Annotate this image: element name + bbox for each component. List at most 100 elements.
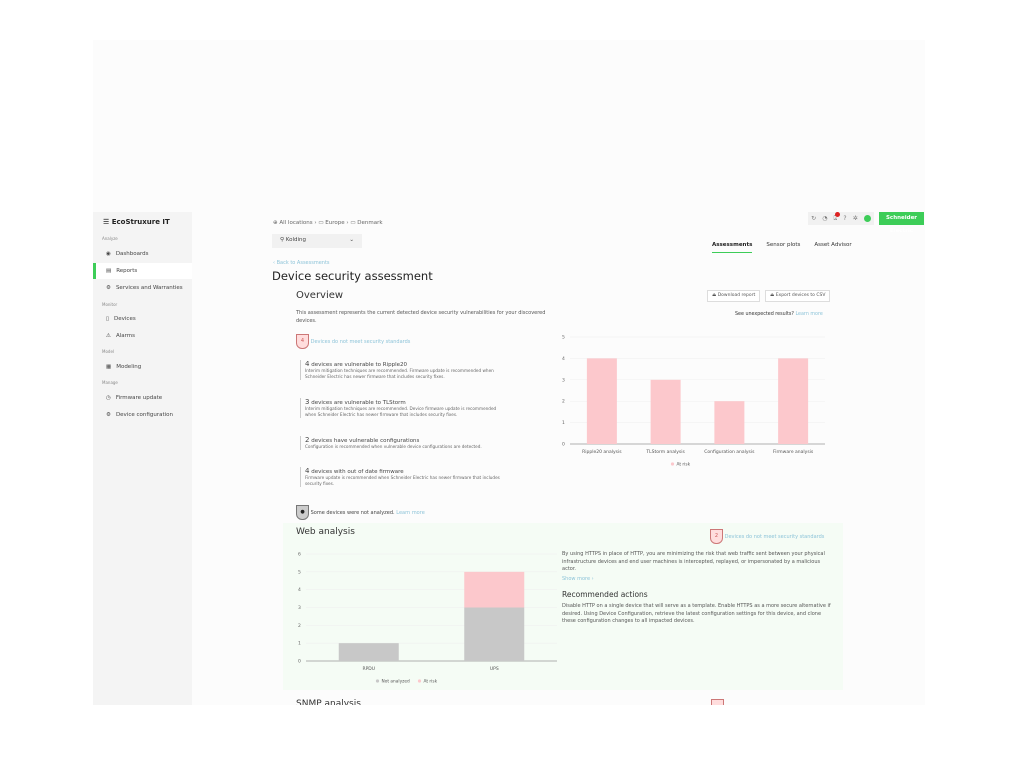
sidebar: ☰ EcoStruxure IT Analyze ◉ Dashboards ▤ Re…	[93, 212, 192, 705]
recommended-actions-title: Recommended actions	[562, 590, 648, 599]
shield-icon: 4	[296, 334, 309, 349]
x-tick-label: UPS	[490, 666, 499, 672]
section-label: Model	[102, 349, 115, 354]
refresh-icon[interactable]: ↻	[811, 215, 817, 222]
show-more-link[interactable]: Show more ›	[562, 576, 594, 582]
pin-icon: ⚲	[280, 237, 286, 243]
breadcrumb: ⊕ All locations › ▭ Europe › ▭ Denmark	[273, 220, 383, 226]
status-dot	[863, 215, 871, 222]
alarm-icon: ⚠	[106, 333, 111, 339]
y-tick-label: 1	[562, 420, 565, 426]
sidebar-item-devices[interactable]: ▯ Devices	[106, 316, 136, 322]
web-analysis-chart: 0 1 2 3 4 5 6 RPDU UPS Not analyzed At risk	[298, 552, 557, 685]
learn-more-link[interactable]: Learn more	[795, 312, 823, 317]
services-icon: ⚙	[106, 285, 111, 291]
y-tick-label: 5	[562, 335, 565, 341]
brand-logo: Schneider Electric	[879, 212, 924, 234]
modeling-icon: ▦	[106, 364, 112, 370]
y-tick-label: 3	[562, 377, 565, 383]
vulnerability-item: 4 devices with out of date firmware Firmw…	[300, 467, 500, 487]
sidebar-item-dashboards[interactable]: ◉ Dashboards	[106, 251, 149, 257]
download-report-button[interactable]: ⏏ Download report	[707, 290, 761, 302]
download-icon: ⏏	[770, 293, 776, 298]
sidebar-item-config[interactable]: ⚙ Device configuration	[106, 412, 173, 418]
folder-icon: ▭	[350, 220, 358, 226]
chevron-down-icon: ⌄	[349, 237, 354, 243]
shield-icon: 2	[710, 529, 723, 544]
menu-icon[interactable]: ☰	[103, 218, 112, 226]
export-csv-button[interactable]: ⏏ Export devices to CSV	[765, 290, 831, 302]
bar-at-risk	[586, 358, 617, 444]
legend-label: Not analyzed	[382, 679, 411, 685]
section-label: Analyze	[102, 236, 118, 241]
help-icon[interactable]: ?	[843, 215, 847, 222]
bar-not-analyzed	[338, 643, 399, 661]
legend-label: At risk	[424, 679, 438, 685]
x-tick-label: RPDU	[362, 666, 375, 672]
vulnerability-item: 3 devices are vulnerable to TLStorm Inter…	[300, 398, 500, 418]
page-bottom	[0, 705, 1024, 768]
bar-at-risk	[650, 379, 681, 444]
legend-label: At risk	[677, 462, 691, 468]
sidebar-item-modeling[interactable]: ▦ Modeling	[106, 364, 142, 370]
device-icon: ▯	[106, 316, 110, 322]
sidebar-item-alarms[interactable]: ⚠ Alarms	[106, 333, 135, 339]
learn-more-link[interactable]: Learn more	[396, 510, 425, 516]
breadcrumb-item[interactable]: All locations	[279, 220, 313, 226]
overview-chart: 0 1 2 3 4 5 Ripple20 analysis TLStorm analysis C…	[562, 335, 825, 468]
y-tick-label: 2	[562, 399, 565, 405]
y-tick-label: 0	[298, 659, 301, 665]
legend-marker	[670, 462, 675, 466]
shield-icon	[711, 699, 724, 705]
page-title: Device security assessment	[272, 269, 433, 283]
section-label: Manage	[102, 380, 118, 385]
vulnerability-item: 4 devices are vulnerable to Ripple20 Inte…	[300, 360, 500, 380]
shield-gray-icon: ●	[296, 505, 309, 520]
web-analysis-section	[283, 523, 843, 690]
globe-icon: ⊕	[273, 220, 280, 226]
y-tick-label: 5	[298, 569, 301, 575]
x-tick-label: Configuration analysis	[704, 449, 755, 455]
bar-not-analyzed	[464, 607, 525, 661]
settings-icon[interactable]: ✲	[852, 215, 858, 222]
folder-icon: ▭	[318, 220, 326, 226]
bar-at-risk	[714, 401, 745, 444]
not-analyzed-note: ● Some devices were not analyzed. Learn …	[296, 505, 425, 520]
sidebar-item-firmware[interactable]: ◷ Firmware update	[106, 395, 163, 401]
web-noncompliant-badge[interactable]: 2 Devices do not meet security standards	[710, 529, 824, 544]
download-icon: ⏏	[712, 293, 718, 298]
config-icon: ⚙	[106, 412, 111, 418]
breadcrumb-item[interactable]: Denmark	[357, 220, 383, 226]
breadcrumb-item[interactable]: Europe	[325, 220, 345, 226]
x-tick-label: Firmware analysis	[773, 449, 814, 455]
vulnerability-item: 2 devices have vulnerable configurations…	[300, 436, 500, 450]
unexpected-results: See unexpected results? Learn more	[735, 312, 823, 317]
tab-sensor-plots[interactable]: Sensor plots	[766, 242, 801, 248]
location-select[interactable]: ⚲ Kolding ⌄	[272, 234, 362, 248]
tab-assessments[interactable]: Assessments	[712, 242, 753, 253]
noncompliant-badge[interactable]: 4 Devices do not meet security standards	[296, 334, 410, 349]
tab-asset-advisor[interactable]: Asset Advisor	[814, 242, 852, 248]
eye-icon: ◉	[106, 251, 111, 257]
back-link[interactable]: ‹ Back to Assessments	[273, 260, 330, 266]
y-tick-label: 4	[562, 356, 565, 362]
bell-icon[interactable]: ⍓	[834, 211, 841, 223]
top-toolbar: ↻ ◔ ⍓? ✲	[808, 211, 874, 225]
tabs: Assessments Sensor plots Asset Advisor	[712, 242, 852, 253]
overview-description: This assessment represents the current d…	[296, 310, 546, 324]
overview-title: Overview	[296, 290, 344, 301]
snmp-analysis-title: SNMP analysis	[296, 699, 361, 705]
firmware-icon: ◷	[106, 395, 111, 401]
sidebar-item-reports[interactable]: ▤ Reports	[93, 263, 192, 279]
bar-at-risk	[778, 358, 809, 444]
bar-at-risk	[464, 571, 525, 608]
app-logo: ☰ EcoStruxure IT	[103, 218, 170, 226]
section-label: Monitor	[102, 302, 118, 307]
user-icon[interactable]: ◔	[822, 215, 828, 222]
sidebar-item-services[interactable]: ⚙ Services and Warranties	[106, 285, 183, 291]
legend-marker	[417, 679, 422, 683]
legend-marker	[375, 679, 380, 683]
web-description: By using HTTPS in place of HTTP, you are…	[562, 551, 825, 572]
web-analysis-title: Web analysis	[296, 527, 355, 537]
x-tick-label: TLStorm analysis	[645, 449, 685, 455]
